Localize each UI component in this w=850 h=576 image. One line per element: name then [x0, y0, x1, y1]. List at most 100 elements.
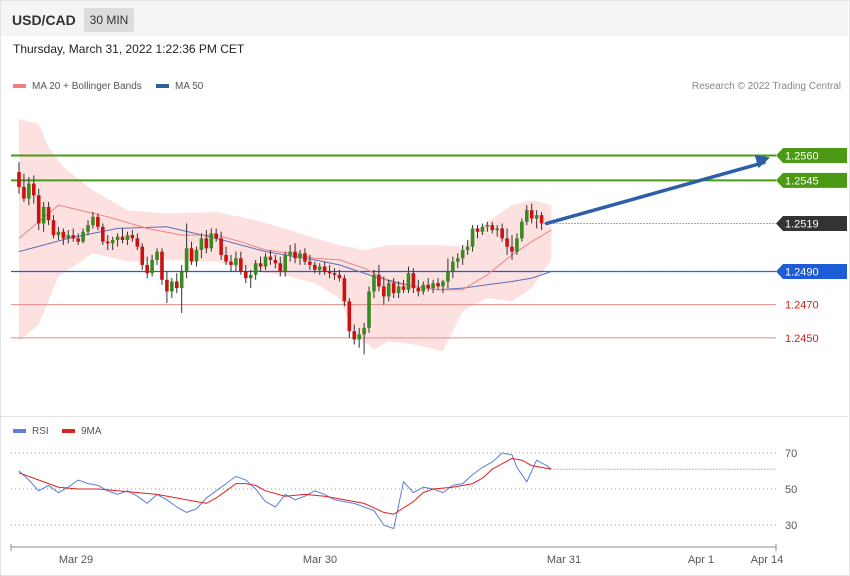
rsi-ma-swatch	[62, 429, 75, 434]
candle-body	[485, 225, 490, 227]
candle-body	[470, 228, 475, 247]
candle-body	[416, 288, 421, 292]
legend-rsi-label: RSI	[32, 426, 49, 437]
candle-body	[110, 240, 115, 244]
candle-body	[421, 284, 426, 292]
candle-body	[278, 263, 283, 272]
ma20-line	[18, 204, 552, 291]
candle-body	[145, 264, 149, 274]
candle-body	[160, 251, 164, 280]
legend-ma20-label: MA 20 + Bollinger Bands	[32, 81, 142, 92]
legend-ma50: MA 50	[156, 81, 203, 92]
candle-body	[234, 258, 238, 265]
candle-body	[446, 271, 450, 282]
panel-divider	[1, 416, 848, 417]
candle-body	[199, 238, 204, 250]
rsi-tick-label: 70	[785, 448, 797, 460]
candle-body	[426, 284, 430, 289]
candle-body	[76, 238, 80, 242]
candle-body	[524, 210, 529, 222]
candle-body	[441, 281, 445, 287]
candle-body	[357, 334, 361, 340]
level-label-pivot: 1.2490	[785, 267, 819, 279]
level-tag-pivot	[776, 264, 847, 280]
candle-body	[204, 238, 209, 249]
candle-body	[490, 225, 495, 231]
x-tick-label: Mar 30	[303, 554, 337, 566]
candle-body	[120, 236, 125, 241]
candle-body	[367, 291, 371, 328]
candle-body	[377, 274, 381, 287]
projection-arrow-head	[754, 154, 770, 169]
candle-body	[239, 258, 243, 272]
candle-body	[475, 228, 480, 232]
legend-rsi-ma: 9MA	[62, 426, 102, 437]
candle-body	[224, 254, 228, 262]
candle-body	[436, 283, 440, 287]
level-label-last: 1.2519	[785, 218, 819, 230]
candle-body	[362, 327, 366, 335]
candle-body	[451, 261, 455, 272]
rsi-tick-label: 50	[785, 484, 797, 496]
candle-body	[165, 279, 169, 292]
header-bar: USD/CAD 30 MIN	[1, 1, 848, 36]
candle-body	[465, 246, 470, 250]
candle-body	[386, 283, 391, 297]
candle-body	[396, 286, 401, 294]
candle-body	[455, 258, 460, 262]
candle-body	[347, 301, 352, 332]
candle-body	[317, 266, 322, 270]
rsi-tick-label: 30	[785, 520, 797, 532]
candle-body	[209, 233, 214, 249]
x-tick-label: Mar 29	[59, 554, 93, 566]
copyright-note: Research © 2022 Trading Central	[691, 81, 841, 92]
candle-body	[243, 271, 248, 279]
candle-body	[253, 263, 258, 275]
candle-body	[56, 231, 61, 236]
timeframe-button[interactable]: 30 MIN	[84, 8, 134, 32]
candle-body	[268, 256, 273, 260]
candle-body	[22, 186, 26, 199]
level-label-support: 1.2470	[785, 300, 819, 312]
candle-body	[179, 271, 184, 289]
candle-body	[515, 238, 519, 252]
candle-body	[125, 235, 130, 241]
candle-body	[115, 236, 120, 241]
candle-body	[534, 215, 539, 219]
candle-body	[372, 274, 376, 292]
candle-body	[391, 283, 396, 294]
candle-body	[71, 235, 76, 239]
candle-body	[308, 261, 312, 265]
candle-body	[510, 246, 514, 252]
candle-body	[283, 254, 288, 272]
candle-body	[529, 210, 534, 219]
candle-body	[91, 216, 95, 226]
candle-body	[150, 259, 154, 274]
candle-body	[313, 264, 317, 270]
candle-body	[17, 172, 21, 187]
candle-body	[96, 216, 100, 227]
candle-body	[505, 238, 509, 247]
candle-body	[411, 273, 416, 289]
candle-body	[520, 221, 524, 239]
candle-body	[194, 249, 199, 262]
candle-body	[155, 251, 159, 260]
candle-body	[219, 238, 223, 255]
candle-body	[322, 266, 327, 272]
candle-body	[36, 195, 41, 224]
candle-body	[27, 183, 31, 199]
candle-body	[66, 235, 71, 239]
candle-body	[332, 273, 337, 275]
candle-body	[105, 241, 110, 244]
x-tick-label: Apr 14	[751, 554, 783, 566]
rsi-line	[18, 452, 552, 530]
candle-body	[140, 246, 145, 265]
candle-body	[46, 206, 51, 221]
candle-body	[539, 215, 544, 224]
candle-body	[248, 274, 253, 279]
candle-body	[258, 263, 263, 267]
projection-arrow-shaft	[544, 160, 766, 226]
candle-body	[86, 225, 90, 232]
candle-body	[130, 235, 135, 239]
level-label-resistance: 1.2545	[785, 175, 819, 187]
